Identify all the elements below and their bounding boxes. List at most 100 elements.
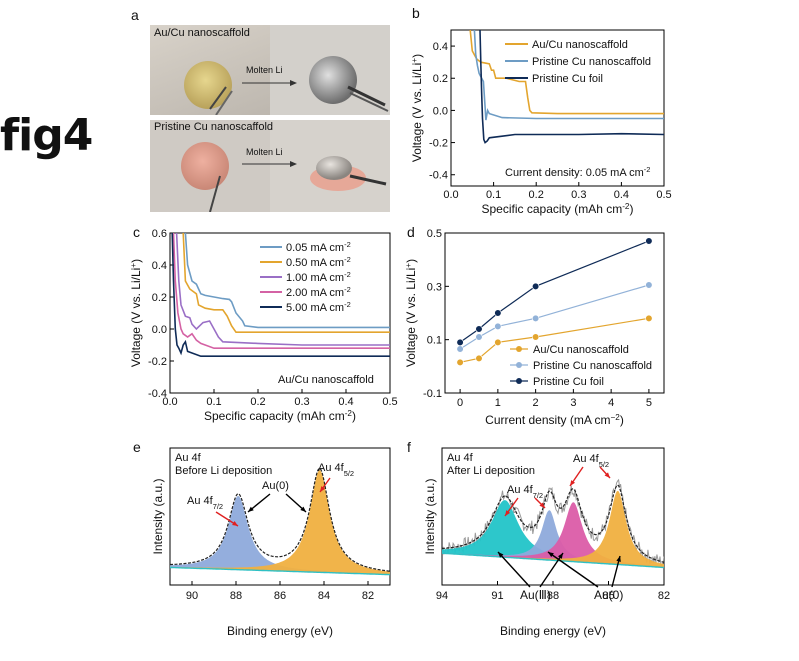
annotation-c: Au/Cu nanoscaffold [278, 374, 374, 386]
y-axis-label-b: Voltage (V vs. Li/Li+) [410, 54, 425, 162]
x-tick-label-d: 4 [608, 397, 614, 409]
y-tick-label-b: -0.2 [429, 138, 448, 150]
legend-label-b-1: Pristine Cu nanoscaffold [532, 56, 651, 68]
x-tick-label-d: 3 [570, 397, 576, 409]
xps-title-e: Au 4f [175, 452, 202, 464]
figure-label: fig4 [0, 110, 93, 161]
x-tick-label-b: 0.4 [614, 189, 629, 201]
legend-label-c-0: 0.05 mA cm-2 [286, 240, 351, 255]
photo-caption-pristine-cu: Pristine Cu nanoscaffold [154, 121, 274, 133]
label-au4f72-e: Au 4f7/2 [187, 495, 223, 511]
label-au4f72-f: Au 4f7/2 [507, 484, 543, 500]
arrow-au3-a-head [498, 552, 504, 558]
series-line-d-2 [459, 240, 650, 343]
label-au3-f: Au(Ⅲ) [520, 588, 551, 602]
data-point-d-1-2 [494, 322, 502, 330]
arrow-au3-b-head [557, 553, 563, 559]
label-au4f52-e: Au 4f5/2 [318, 462, 354, 478]
plot-frame-c [169, 232, 391, 394]
data-point-d-2-1 [475, 325, 483, 333]
x-axis-label-b: Specific capacity (mAh cm-2) [482, 202, 634, 217]
y-axis-label-c: Voltage (V vs. Li/Li+) [129, 259, 144, 367]
data-point-d-0-1 [475, 354, 483, 362]
series-line-c-3 [172, 233, 390, 349]
x-tick-label-d: 1 [495, 397, 501, 409]
data-point-d-0-3 [532, 333, 540, 341]
x-tick-label-c: 0.2 [250, 396, 265, 408]
arrow-au0-a [547, 551, 599, 588]
y-axis-label-e: Intensity (a.u.) [151, 478, 165, 554]
x-tick-label-b: 0.2 [529, 189, 544, 201]
arrow-au3-b [539, 552, 564, 588]
y-tick-label-c: 0.6 [152, 228, 167, 240]
xps-subtitle-e: Before Li deposition [175, 465, 272, 477]
panel-letter-e: e [133, 439, 141, 455]
x-tick-label-e: 88 [230, 590, 242, 602]
legend-label-b-0: Au/Cu nanoscaffold [532, 39, 628, 51]
legend-label-d-0: Au/Cu nanoscaffold [533, 344, 629, 356]
data-point-d-2-2 [494, 309, 502, 317]
arrow-au0-right-e-head [300, 506, 306, 512]
baseline-e [170, 566, 390, 576]
arrow-au0-a-head [548, 552, 554, 558]
y-tick-label-b: 0.4 [433, 41, 448, 53]
legend-marker-d-1 [516, 362, 522, 368]
series-line-c-2 [175, 233, 390, 346]
x-tick-label-c: 0.1 [206, 396, 221, 408]
y-tick-label-c: 0.4 [152, 260, 167, 272]
photo-pristine-cu-art [150, 120, 390, 212]
x-tick-label-e: 90 [186, 590, 198, 602]
x-tick-label-f: 88 [547, 590, 559, 602]
arrow-label-top: Molten Li [246, 65, 283, 75]
raw-spectrum-f [442, 478, 664, 568]
y-axis-label-f: Intensity (a.u.) [423, 478, 437, 554]
x-tick-label-c: 0.4 [338, 396, 353, 408]
arrow-au4f72-f-a-head [505, 510, 511, 516]
annotation-b: Current density: 0.05 mA cm-2 [505, 165, 650, 180]
y-axis-label-d: Voltage (V vs. Li/Li+) [404, 259, 419, 367]
x-tick-label-b: 0.0 [443, 189, 458, 201]
x-tick-label-e: 84 [318, 590, 330, 602]
arrow-au0-left-e-head [248, 506, 254, 512]
x-tick-label-f: 82 [658, 590, 670, 602]
envelope-e [170, 467, 390, 572]
x-tick-label-c: 0.5 [382, 396, 397, 408]
photo-pristine-cu: Pristine Cu nanoscaffold Molten Li [150, 120, 390, 212]
x-tick-label-f: 85 [602, 590, 614, 602]
x-tick-label-f: 91 [491, 590, 503, 602]
data-point-d-0-0 [456, 358, 464, 366]
y-tick-label-d: 0.1 [427, 335, 442, 347]
arrow-label-bottom: Molten Li [246, 147, 283, 157]
peak-area-e-1 [170, 470, 390, 575]
photo-caption-au-cu: Au/Cu nanoscaffold [154, 27, 250, 39]
x-tick-label-b: 0.3 [571, 189, 586, 201]
panel-letter-d: d [407, 224, 415, 240]
panel-letter-c: c [133, 224, 140, 240]
photo-au-cu-art [150, 25, 390, 115]
x-tick-label-e: 86 [274, 590, 286, 602]
peak-area-f-0 [442, 500, 664, 568]
y-tick-label-c: 0.0 [152, 324, 167, 336]
data-point-d-0-2 [494, 338, 502, 346]
y-tick-label-d: -0.1 [423, 388, 442, 400]
series-line-c-0 [184, 233, 390, 329]
data-point-d-1-1 [475, 333, 483, 341]
label-au0-f: Au(0) [594, 588, 623, 602]
legend-label-d-1: Pristine Cu nanoscaffold [533, 360, 652, 372]
x-tick-label-c: 0.0 [162, 396, 177, 408]
legend-label-c-3: 2.00 mA cm-2 [286, 285, 351, 300]
x-tick-label-d: 0 [457, 397, 463, 409]
legend-label-c-1: 0.50 mA cm-2 [286, 255, 351, 270]
legend-label-b-2: Pristine Cu foil [532, 73, 603, 85]
arrow-au4f72-f-b-head [539, 502, 545, 508]
envelope-f [442, 484, 664, 563]
photo-au-cu: Au/Cu nanoscaffold Molten Li [150, 25, 390, 115]
baseline-f [442, 552, 664, 569]
plot-frame-b [450, 29, 665, 187]
legend-label-d-2: Pristine Cu foil [533, 376, 604, 388]
x-tick-label-b: 0.1 [486, 189, 501, 201]
series-line-b-1 [473, 30, 664, 121]
plot-frame-d [444, 232, 665, 394]
x-axis-label-c: Specific capacity (mAh cm-2) [204, 409, 356, 424]
